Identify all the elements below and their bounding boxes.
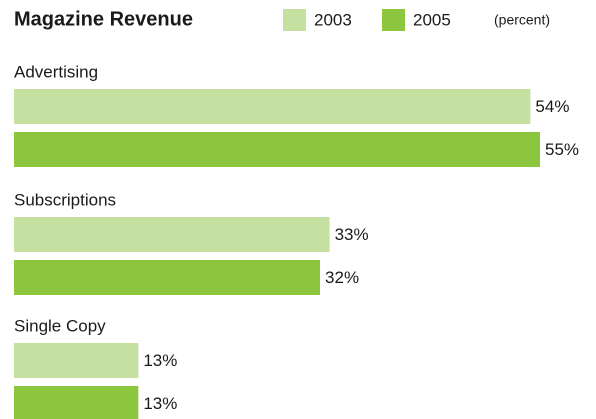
legend-swatch [382,9,405,31]
bar [14,89,531,124]
category-label: Advertising [14,62,98,81]
legend-swatch [283,9,306,31]
bar [14,386,139,419]
value-label: 55% [545,140,579,159]
category-label: Subscriptions [14,190,116,209]
value-label: 32% [325,268,359,287]
value-label: 54% [535,97,569,116]
category-label: Single Copy [14,316,106,335]
value-label: 13% [143,394,177,413]
chart-title: Magazine Revenue [14,8,193,30]
value-label: 13% [143,351,177,370]
chart-subtitle: (percent) [494,12,550,28]
bar [14,217,330,252]
bar [14,343,139,378]
bar [14,132,540,167]
legend-label: 2003 [314,10,352,29]
value-label: 33% [335,225,369,244]
bar [14,260,321,295]
legend-label: 2005 [413,10,451,29]
